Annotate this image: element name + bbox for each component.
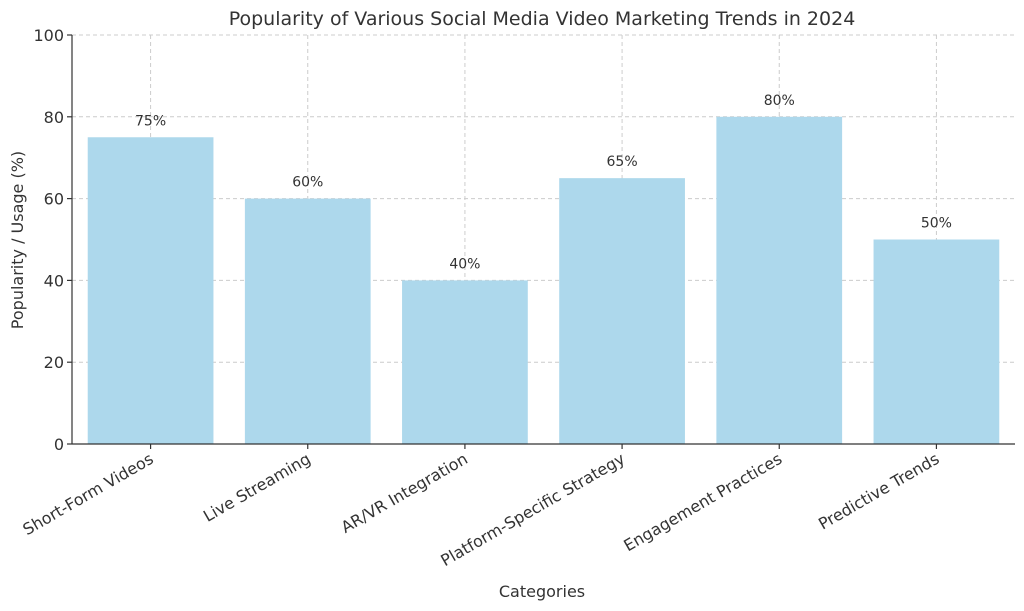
y-tick-label: 80 [44,108,64,127]
x-tick-label: Short-Form Videos [20,449,157,539]
bar-value-label: 65% [607,154,638,170]
bar [873,239,1000,444]
bar-value-label: 75% [135,113,166,129]
x-tick-label: Engagement Practices [620,449,785,555]
y-axis-title: Popularity / Usage (%) [8,151,27,329]
data-labels: 75% 60% 40% 65% 80% 50% [135,93,952,273]
y-tick-label: 20 [44,353,64,372]
bar [244,198,371,444]
bar [559,178,685,444]
y-tick-label: 0 [54,435,64,454]
y-tick-label: 100 [33,26,64,45]
bar-value-label: 60% [292,175,323,191]
y-tick-label: 40 [44,271,64,290]
bar [716,116,843,445]
bar-value-label: 50% [921,216,952,232]
x-tick-label: AR/VR Integration [338,449,471,537]
x-ticks: Short-Form Videos Live Streaming AR/VR Int… [20,444,942,570]
x-axis-title: Categories [499,582,585,601]
x-tick-label: Live Streaming [200,449,314,526]
bars [87,116,1000,445]
chart-title: Popularity of Various Social Media Video… [229,8,856,30]
bar [87,137,214,444]
y-ticks: 0 20 40 60 80 100 [33,26,72,454]
y-tick-label: 60 [44,190,64,209]
bar-value-label: 80% [764,93,795,109]
bar-value-label: 40% [449,256,480,272]
x-tick-label: Predictive Trends [815,449,942,533]
axes [71,35,1015,445]
bar [402,280,528,444]
